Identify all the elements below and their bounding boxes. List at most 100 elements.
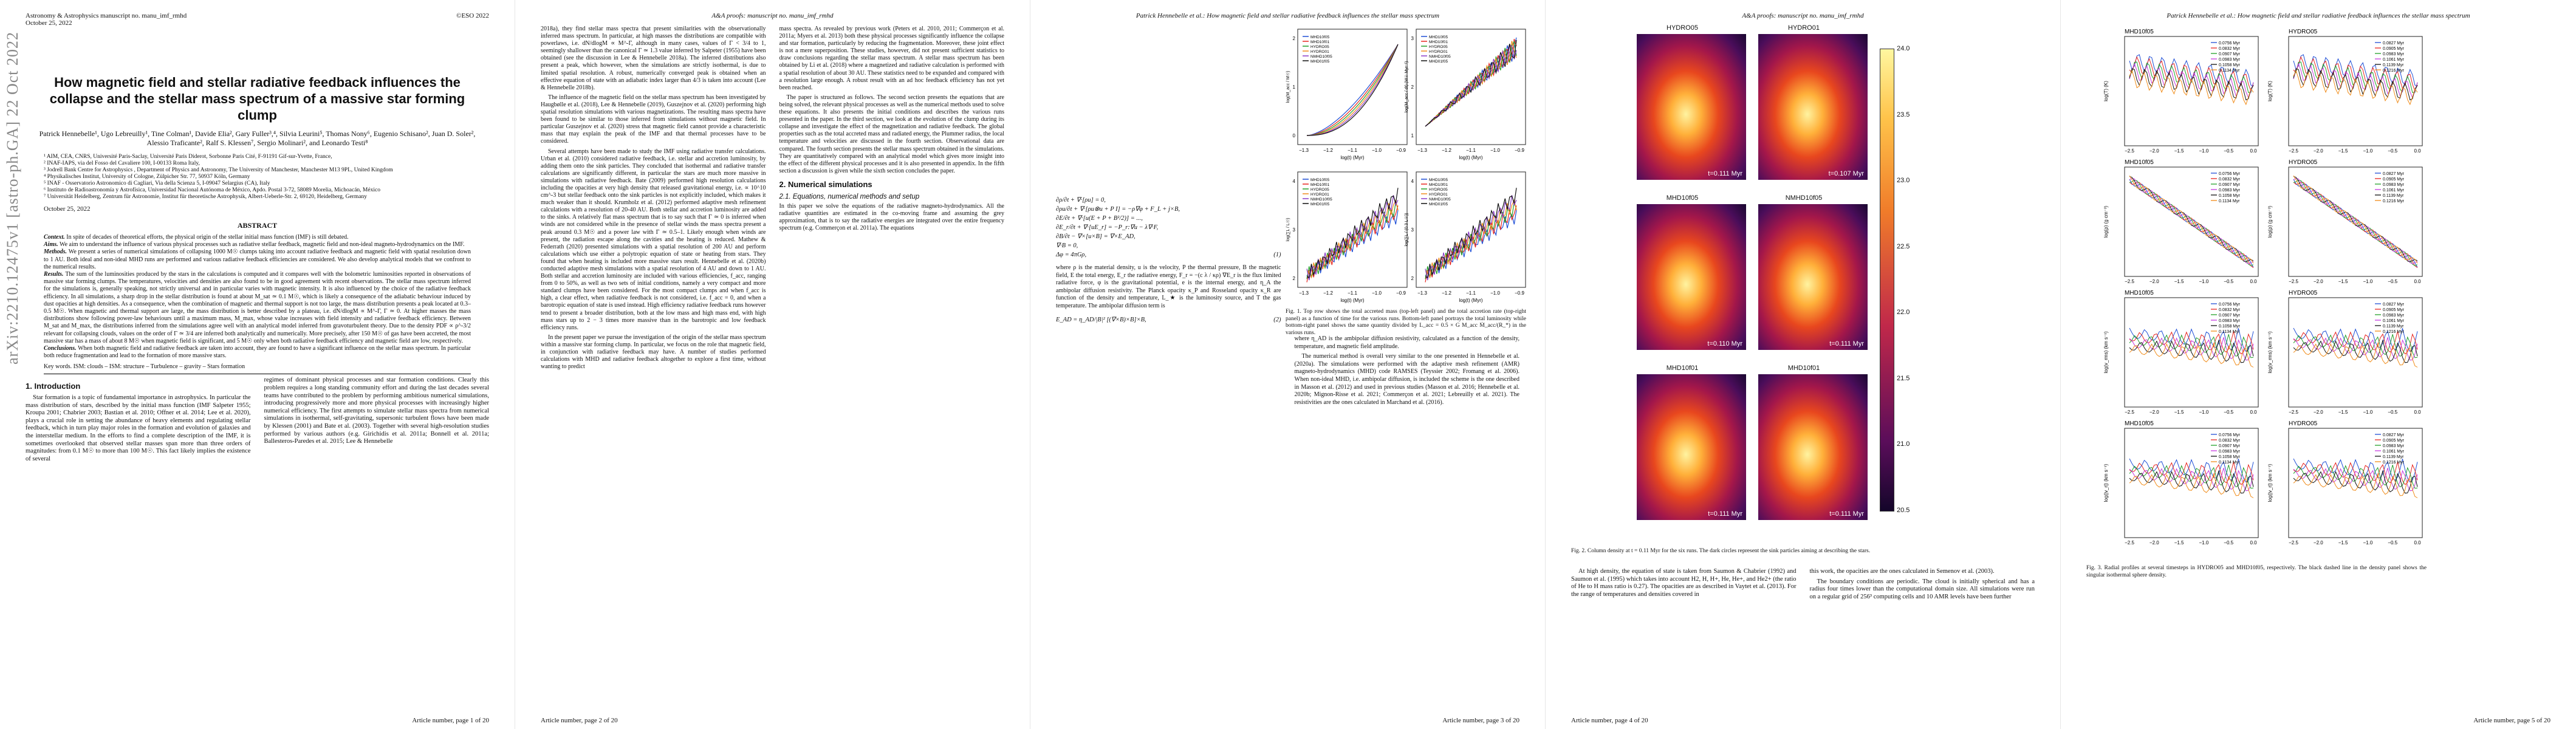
profile-curve — [2129, 339, 2254, 363]
map-title: MHD10f01 — [1787, 364, 1820, 372]
legend-entry: 0.0983 Myr — [2219, 188, 2241, 193]
profile-curve — [2129, 54, 2254, 87]
tick-label: −2.0 — [2150, 409, 2159, 415]
profile-curve — [2129, 473, 2254, 498]
tick-label: 2 — [1411, 84, 1414, 90]
paragraph: At high density, the equation of state i… — [1571, 568, 1797, 598]
legend-entry: NMHD10f05 — [1310, 197, 1332, 202]
tick-label: −1.5 — [2174, 148, 2184, 154]
tick-label: −1.0 — [2363, 279, 2373, 284]
tick-label: −0.5 — [2388, 279, 2397, 284]
copyright: ©ESO 2022 — [456, 12, 489, 19]
map-time-label: t=0.111 Myr — [1708, 510, 1742, 518]
affiliation: ⁵ INAF - Osservatorio Astronomico di Cag… — [44, 180, 270, 187]
legend-entry: 0.0905 Myr — [2383, 439, 2405, 443]
axis-label: log(∑L / (0.3 L☉)) — [1404, 213, 1409, 247]
body-columns: ∂ρ/∂t + ∇·[ρu] = 0, ∂ρu/∂t + ∇·[ρu⊗u + P… — [1056, 26, 1519, 409]
map-time-label: t=0.107 Myr — [1828, 170, 1864, 177]
page-1: arXiv:2210.12475v1 [astro-ph.GA] 22 Oct … — [0, 0, 515, 729]
legend-entry: HYDRO01 — [1310, 50, 1329, 54]
tick-label: −2.5 — [2289, 540, 2298, 546]
legend-entry: 0.1058 Myr — [2219, 324, 2241, 329]
legend-entry: 0.0827 Myr — [2383, 433, 2405, 437]
paragraph: Star formation is a topic of fundamental… — [26, 394, 251, 462]
tick-label: −2.0 — [2314, 540, 2323, 546]
profile-curve — [2293, 473, 2418, 498]
tick-label: 3 — [1411, 227, 1414, 233]
axis-label: log(T) (K) — [2267, 81, 2273, 101]
series-line — [1425, 39, 1517, 127]
series-line — [1425, 41, 1517, 127]
tick-label: −0.5 — [2388, 409, 2397, 415]
profile-curve — [2129, 342, 2254, 368]
series-line — [1306, 44, 1399, 136]
abstract-text: The sum of the luminosities produced by … — [44, 271, 471, 344]
legend-entry: 0.1134 Myr — [2219, 330, 2240, 334]
tick-label: −1.1 — [1348, 148, 1357, 153]
profile-curve — [2293, 465, 2418, 489]
paragraph: Several attempts have been made to study… — [541, 148, 766, 331]
tick-label: −1.0 — [2363, 540, 2373, 546]
legend-entry: 0.1058 Myr — [2219, 63, 2241, 67]
chart-panel: −1.3 −1.2 −1.1 −1.0 −0.9 4 3 2 log(t) (Myr) log(∑… — [1286, 171, 1408, 303]
keywords: Key words. ISM: clouds – ISM: structure … — [44, 363, 245, 371]
legend-entry: 0.0827 Myr — [2383, 303, 2405, 307]
legend-entry: 0.1134 Myr — [2219, 460, 2240, 465]
profile-curve — [2293, 175, 2418, 264]
equation-ad: E_AD = η_AD/|B|² [(∇×B)×B]×B, (2) — [1056, 316, 1281, 323]
affiliation: ¹ AIM, CEA, CNRS, Université Paris-Sacla… — [44, 154, 332, 160]
profile-panel: MHD10f05 log(v_rms) (km s⁻¹) −2.5 −2.0 −1.5 −… — [2103, 290, 2259, 415]
panel-title: MHD10f05 — [2125, 159, 2154, 166]
axis-label: log(t) (Myr) — [1459, 298, 1482, 303]
tick-label: 0.0 — [2414, 279, 2421, 284]
legend-entry: 0.0983 Myr — [2383, 313, 2405, 318]
tick-label: −0.5 — [2224, 409, 2233, 415]
axis-label: log(t) (Myr) — [1340, 298, 1364, 303]
column-density-map: t=0.111 Myr — [1758, 204, 1868, 350]
colorbar-tick: 23.5 — [1897, 111, 1910, 118]
series-line — [1307, 44, 1399, 136]
column-right: mass spectra. As revealed by previous wo… — [779, 26, 1005, 373]
legend-entry: 0.0905 Myr — [2383, 47, 2405, 51]
axis-label: log(M_acc / dt) (M☉ Myr⁻¹) — [1404, 61, 1409, 113]
tick-label: −2.0 — [2314, 279, 2323, 284]
tick-label: 4 — [1293, 179, 1296, 184]
author-list: Patrick Hennebelle¹, Ugo Lebreuilly¹, Ti… — [39, 129, 476, 147]
profile-panel: MHD10f05 log(T) (K) −2.5 −2.0 −1.5 −1.0 −0.5 0.… — [2103, 29, 2259, 154]
column-density-map: t=0.111 Myr — [1637, 34, 1746, 180]
map-time-label: t=0.110 Myr — [1707, 340, 1742, 347]
axis-label: log(T) (K) — [2103, 81, 2109, 101]
panel-title: HYDRO05 — [2289, 420, 2318, 427]
profile-curve — [2129, 462, 2254, 485]
tick-label: −1.0 — [1372, 290, 1382, 296]
paper-title: How magnetic field and stellar radiative… — [49, 75, 465, 123]
tick-label: −2.0 — [2150, 279, 2159, 284]
profile-curve — [2293, 331, 2418, 355]
profile-curve — [2129, 331, 2254, 355]
axis-label: log(|v_r|) (km s⁻¹) — [2103, 464, 2109, 502]
tick-label: 0.0 — [2414, 540, 2421, 546]
page-2: A&A proofs: manuscript no. manu_imf_rmhd… — [515, 0, 1030, 729]
colorbar-tick: 20.5 — [1897, 507, 1910, 514]
profile-curve — [2293, 70, 2418, 106]
tick-label: −1.5 — [2338, 279, 2348, 284]
legend-entry: HYDRO05 — [1310, 188, 1329, 192]
colorbar-tick: 21.5 — [1897, 374, 1910, 382]
tick-label: −1.1 — [1348, 290, 1357, 296]
legend-entry: MHD01f05 — [1429, 202, 1448, 207]
affiliation: ⁴ Physikalisches Institut, University of… — [44, 174, 250, 180]
tick-label: −0.5 — [2224, 540, 2233, 546]
tick-label: 0.0 — [2250, 409, 2257, 415]
colorbar-tick: 21.0 — [1897, 440, 1910, 448]
running-header: A&A proofs: manuscript no. manu_imf_rmhd — [1742, 12, 1864, 19]
profile-curve — [2293, 68, 2418, 101]
axis-label: log(M_acc / M☉) — [1286, 71, 1290, 103]
tick-label: −1.0 — [2199, 540, 2209, 546]
legend-entry: HYDRO05 — [1429, 188, 1448, 192]
map-title: NMHD10f05 — [1785, 194, 1823, 202]
legend-entry: 0.1061 Myr — [2383, 58, 2405, 62]
plot-frame — [1297, 29, 1408, 145]
